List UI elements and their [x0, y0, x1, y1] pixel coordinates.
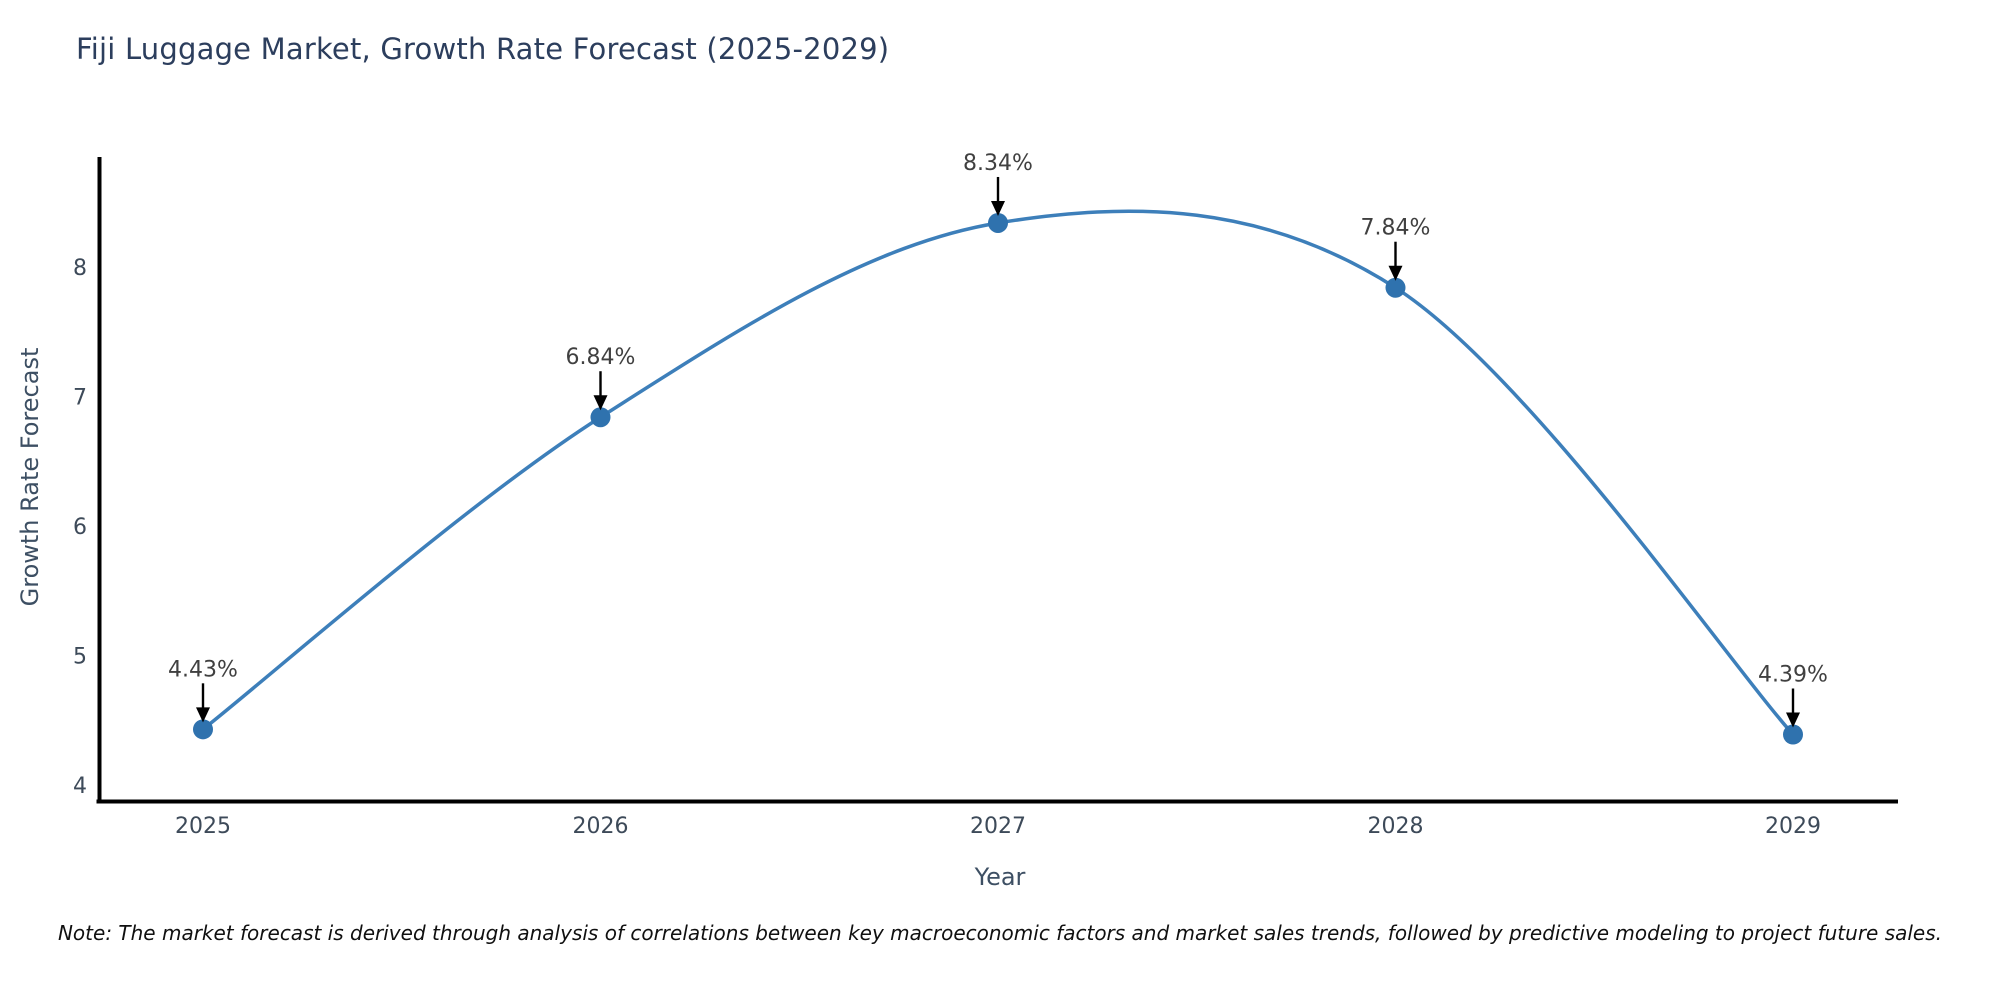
footnote: Note: The market forecast is derived thr… [57, 921, 1943, 945]
series-line [201, 209, 1795, 737]
x-tick-label: 2026 [573, 814, 629, 839]
annotation-arrow-head [1388, 265, 1403, 281]
y-tick-label: 5 [73, 645, 87, 670]
point-label-2028: 7.84% [1361, 216, 1431, 241]
point-label-2026: 6.84% [566, 345, 636, 370]
point-label-2027: 8.34% [963, 151, 1033, 176]
chart-title: Fiji Luggage Market, Growth Rate Forecas… [76, 32, 890, 66]
data-point-marker-2029 [1783, 724, 1803, 745]
y-tick-label: 6 [73, 515, 87, 540]
annotation-arrow-head [991, 200, 1005, 216]
data-point-marker-2027 [988, 212, 1008, 233]
x-tick-label: 2025 [175, 814, 231, 839]
data-point-marker-2028 [1385, 277, 1406, 298]
x-tick-label: 2028 [1368, 814, 1424, 839]
data-point-marker-2026 [590, 407, 611, 428]
x-axis-title: Year [974, 863, 1026, 891]
y-tick-label: 4 [73, 774, 87, 799]
annotation-arrow-head [593, 395, 608, 411]
y-tick-label: 8 [73, 256, 87, 281]
annotation-arrow-head [1786, 712, 1800, 728]
x-tick-label: 2029 [1765, 814, 1821, 839]
y-tick-label: 7 [73, 386, 87, 411]
x-tick-label: 2027 [970, 814, 1026, 839]
annotation-arrow-head [196, 707, 210, 723]
point-label-2029: 4.39% [1758, 662, 1828, 687]
point-label-2025: 4.43% [168, 657, 238, 682]
data-point-marker-2025 [193, 719, 213, 740]
